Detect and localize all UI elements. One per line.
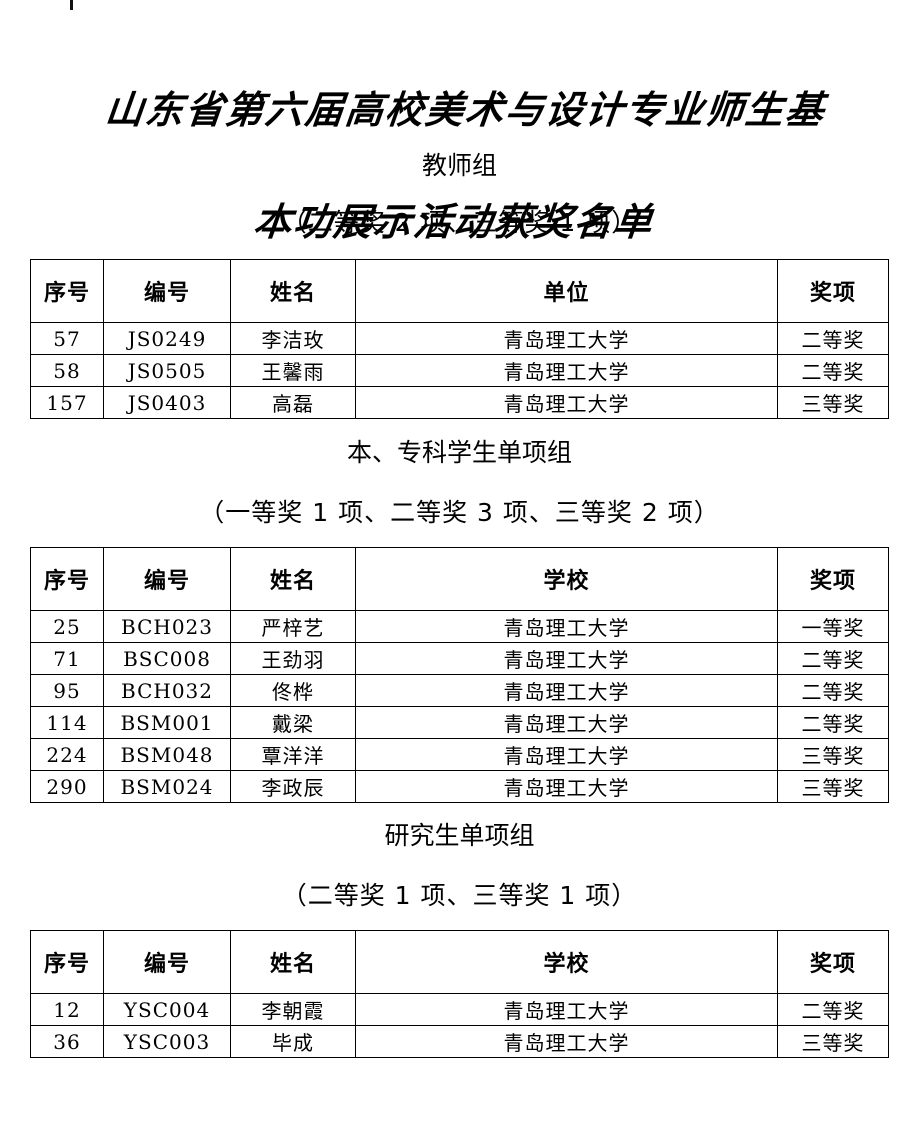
table-header-row: 序号 编号 姓名 单位 奖项 [30, 259, 889, 323]
cell-index: 114 [30, 706, 104, 739]
cell-name: 覃洋洋 [230, 738, 356, 771]
section-subheading-graduate-group: （二等奖 1 项、三等奖 1 项） [281, 881, 638, 910]
column-header-award: 奖项 [777, 547, 889, 611]
cell-organization: 青岛理工大学 [355, 322, 778, 355]
cell-index: 95 [30, 674, 104, 707]
column-header-name: 姓名 [230, 259, 356, 323]
cell-name: 严梓艺 [230, 610, 356, 643]
cell-organization: 青岛理工大学 [355, 386, 778, 419]
cell-award: 二等奖 [777, 354, 889, 387]
section-heading-graduate-group: 研究生单项组 [384, 821, 535, 850]
cell-code: YSC003 [103, 1025, 231, 1058]
table-row: 58 JS0505 王馨雨 青岛理工大学 二等奖 [30, 354, 889, 387]
cell-name: 王劲羽 [230, 642, 356, 675]
cell-code: BSC008 [103, 642, 231, 675]
cell-index: 36 [30, 1025, 104, 1058]
column-header-index: 序号 [30, 930, 104, 994]
cell-code: BCH023 [103, 610, 231, 643]
cell-code: JS0505 [103, 354, 231, 387]
cell-school: 青岛理工大学 [355, 738, 778, 771]
cell-code: BSM001 [103, 706, 231, 739]
editing-tick-mark [70, 0, 73, 10]
cell-index: 12 [30, 993, 104, 1026]
cell-school: 青岛理工大学 [355, 1025, 778, 1058]
cell-name: 高磊 [230, 386, 356, 419]
column-header-school: 学校 [355, 547, 778, 611]
cell-award: 一等奖 [777, 610, 889, 643]
award-table-undergraduate-group: 序号 编号 姓名 学校 奖项 25 BCH023 严梓艺 青岛理工大学 一等奖 … [30, 547, 889, 803]
cell-organization: 青岛理工大学 [355, 354, 778, 387]
section-subheading-undergraduate-group: （一等奖 1 项、二等奖 3 项、三等奖 2 项） [199, 498, 720, 527]
award-table-graduate-group: 序号 编号 姓名 学校 奖项 12 YSC004 李朝霞 青岛理工大学 二等奖 … [30, 930, 889, 1058]
table-row: 95 BCH032 佟桦 青岛理工大学 二等奖 [30, 674, 889, 707]
cell-award: 三等奖 [777, 386, 889, 419]
table-row: 71 BSC008 王劲羽 青岛理工大学 二等奖 [30, 642, 889, 675]
column-header-code: 编号 [103, 547, 231, 611]
cell-award: 二等奖 [777, 993, 889, 1026]
cell-award: 三等奖 [777, 770, 889, 803]
column-header-code: 编号 [103, 930, 231, 994]
cell-name: 王馨雨 [230, 354, 356, 387]
column-header-award: 奖项 [777, 930, 889, 994]
cell-school: 青岛理工大学 [355, 993, 778, 1026]
cell-name: 李政辰 [230, 770, 356, 803]
award-table-teacher-group: 序号 编号 姓名 单位 奖项 57 JS0249 李洁玫 青岛理工大学 二等奖 … [30, 259, 889, 419]
column-header-award: 奖项 [777, 259, 889, 323]
cell-code: BSM024 [103, 770, 231, 803]
column-header-organization: 单位 [355, 259, 778, 323]
table-row: 114 BSM001 戴梁 青岛理工大学 二等奖 [30, 706, 889, 739]
cell-code: BSM048 [103, 738, 231, 771]
cell-award: 三等奖 [777, 738, 889, 771]
cell-award: 二等奖 [777, 674, 889, 707]
cell-name: 李洁玫 [230, 322, 356, 355]
cell-name: 毕成 [230, 1025, 356, 1058]
cell-code: YSC004 [103, 993, 231, 1026]
cell-index: 58 [30, 354, 104, 387]
column-header-name: 姓名 [230, 547, 356, 611]
table-row: 157 JS0403 高磊 青岛理工大学 三等奖 [30, 386, 889, 419]
table-header-row: 序号 编号 姓名 学校 奖项 [30, 930, 889, 994]
cell-award: 二等奖 [777, 706, 889, 739]
cell-school: 青岛理工大学 [355, 642, 778, 675]
cell-code: JS0403 [103, 386, 231, 419]
cell-index: 157 [30, 386, 104, 419]
section-heading-teacher-group: 教师组 [421, 151, 497, 180]
cell-index: 224 [30, 738, 104, 771]
column-header-index: 序号 [30, 259, 104, 323]
cell-name: 李朝霞 [230, 993, 356, 1026]
column-header-name: 姓名 [230, 930, 356, 994]
table-row: 25 BCH023 严梓艺 青岛理工大学 一等奖 [30, 610, 889, 643]
cell-award: 二等奖 [777, 322, 889, 355]
cell-index: 290 [30, 770, 104, 803]
column-header-school: 学校 [355, 930, 778, 994]
table-row: 36 YSC003 毕成 青岛理工大学 三等奖 [30, 1025, 889, 1058]
cell-code: JS0249 [103, 322, 231, 355]
table-row: 290 BSM024 李政辰 青岛理工大学 三等奖 [30, 770, 889, 803]
cell-school: 青岛理工大学 [355, 706, 778, 739]
table-header-row: 序号 编号 姓名 学校 奖项 [30, 547, 889, 611]
cell-award: 二等奖 [777, 642, 889, 675]
cell-school: 青岛理工大学 [355, 610, 778, 643]
section-heading-undergraduate-group: 本、专科学生单项组 [346, 438, 572, 467]
document-title-line-1: 山东省第六届高校美术与设计专业师生基 [103, 87, 828, 132]
cell-index: 71 [30, 642, 104, 675]
cell-name: 佟桦 [230, 674, 356, 707]
table-row: 12 YSC004 李朝霞 青岛理工大学 二等奖 [30, 993, 889, 1026]
column-header-code: 编号 [103, 259, 231, 323]
section-subheading-teacher-group: （二等奖 2 项、三等奖 1 项） [281, 208, 638, 237]
table-row: 224 BSM048 覃洋洋 青岛理工大学 三等奖 [30, 738, 889, 771]
cell-name: 戴梁 [230, 706, 356, 739]
cell-award: 三等奖 [777, 1025, 889, 1058]
cell-code: BCH032 [103, 674, 231, 707]
table-row: 57 JS0249 李洁玫 青岛理工大学 二等奖 [30, 322, 889, 355]
column-header-index: 序号 [30, 547, 104, 611]
cell-index: 25 [30, 610, 104, 643]
cell-index: 57 [30, 322, 104, 355]
cell-school: 青岛理工大学 [355, 674, 778, 707]
cell-school: 青岛理工大学 [355, 770, 778, 803]
